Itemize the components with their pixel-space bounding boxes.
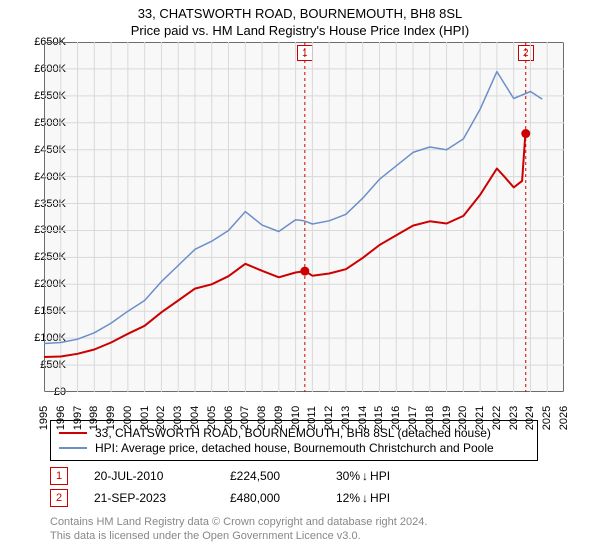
x-tick-label: 1996 — [55, 406, 67, 430]
footer-line: Contains HM Land Registry data © Crown c… — [50, 515, 600, 529]
x-tick-label: 2026 — [558, 406, 570, 430]
event-row: 1 20-JUL-2010 £224,500 30% HPI — [50, 467, 600, 485]
x-tick-label: 2017 — [407, 406, 419, 430]
event-badge: 1 — [50, 467, 68, 485]
x-tick-label: 1998 — [88, 406, 100, 430]
plot-svg — [44, 42, 564, 392]
x-tick-label: 2009 — [273, 406, 285, 430]
x-tick-label: 2022 — [491, 406, 503, 430]
legend-item: HPI: Average price, detached house, Bour… — [59, 441, 529, 455]
event-delta: 12% HPI — [336, 491, 390, 505]
legend-swatch — [59, 447, 87, 449]
chart-title-2: Price paid vs. HM Land Registry's House … — [0, 21, 600, 42]
event-delta-sfx: HPI — [370, 491, 390, 505]
event-table: 1 20-JUL-2010 £224,500 30% HPI 2 21-SEP-… — [50, 467, 600, 507]
legend-label: HPI: Average price, detached house, Bour… — [95, 441, 494, 455]
x-tick-label: 2016 — [390, 406, 402, 430]
x-tick-label: 2020 — [457, 406, 469, 430]
x-tick-label: 2000 — [122, 406, 134, 430]
chart-title-1: 33, CHATSWORTH ROAD, BOURNEMOUTH, BH8 8S… — [0, 0, 600, 21]
x-tick-label: 2005 — [206, 406, 218, 430]
page: 33, CHATSWORTH ROAD, BOURNEMOUTH, BH8 8S… — [0, 0, 600, 560]
x-tick-label: 1995 — [38, 406, 50, 430]
event-date: 21-SEP-2023 — [94, 491, 204, 505]
event-badge: 2 — [50, 489, 68, 507]
event-delta-pct: 12% — [336, 491, 360, 505]
arrow-down-icon — [362, 491, 368, 505]
x-tick-label: 2011 — [306, 406, 318, 430]
x-tick-label: 2018 — [424, 406, 436, 430]
x-tick-label: 2006 — [223, 406, 235, 430]
x-tick-label: 2002 — [155, 406, 167, 430]
arrow-down-icon — [362, 469, 368, 483]
legend-swatch — [59, 432, 87, 434]
event-price: £224,500 — [230, 469, 310, 483]
x-tick-label: 2021 — [474, 406, 486, 430]
x-tick-label: 2004 — [189, 406, 201, 430]
event-price: £480,000 — [230, 491, 310, 505]
x-tick-label: 2007 — [239, 406, 251, 430]
x-tick-label: 2001 — [139, 406, 151, 430]
x-tick-label: 2015 — [373, 406, 385, 430]
x-tick-label: 2025 — [541, 406, 553, 430]
x-tick-label: 2012 — [323, 406, 335, 430]
footer: Contains HM Land Registry data © Crown c… — [50, 515, 600, 544]
x-tick-label: 2024 — [524, 406, 536, 430]
price-chart: £0£50K£100K£150K£200K£250K£300K£350K£400… — [44, 42, 594, 412]
x-tick-label: 2014 — [357, 406, 369, 430]
footer-line: This data is licensed under the Open Gov… — [50, 529, 600, 543]
event-date: 20-JUL-2010 — [94, 469, 204, 483]
x-tick-label: 2008 — [256, 406, 268, 430]
event-delta-pct: 30% — [336, 469, 360, 483]
event-row: 2 21-SEP-2023 £480,000 12% HPI — [50, 489, 600, 507]
x-tick-label: 2003 — [172, 406, 184, 430]
x-tick-label: 2023 — [508, 406, 520, 430]
x-tick-label: 2019 — [441, 406, 453, 430]
x-tick-label: 1999 — [105, 406, 117, 430]
event-delta-sfx: HPI — [370, 469, 390, 483]
x-tick-label: 2013 — [340, 406, 352, 430]
event-delta: 30% HPI — [336, 469, 390, 483]
x-tick-label: 2010 — [290, 406, 302, 430]
x-tick-label: 1997 — [72, 406, 84, 430]
